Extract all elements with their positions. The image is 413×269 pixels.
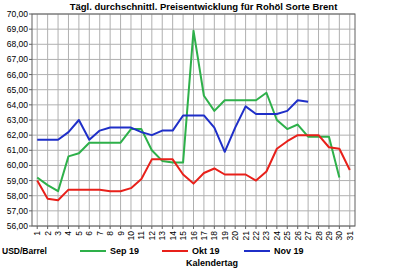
tick-label: 14: [168, 231, 178, 241]
tick-label: 22: [251, 231, 261, 241]
tick-label: 15: [178, 231, 188, 241]
legend-swatch: [162, 250, 188, 252]
grid-line: [297, 14, 298, 226]
tick-label: 19: [220, 231, 230, 241]
tick-label: 5: [74, 231, 84, 236]
tick-label: 20: [230, 231, 240, 241]
legend-label: Sep 19: [110, 246, 139, 256]
legend-label: Nov 19: [274, 246, 304, 256]
tick-label: 28: [314, 231, 324, 241]
tick-label: 29: [324, 231, 334, 241]
legend-label: Okt 19: [192, 246, 220, 256]
grid-line: [256, 14, 257, 226]
tick-label: 65,00: [7, 85, 29, 95]
series-line: [37, 31, 339, 192]
tick-label: 12: [147, 231, 157, 241]
grid-line: [339, 14, 340, 226]
grid-line: [120, 14, 121, 226]
tick-label: 10: [126, 231, 136, 241]
legend-swatch: [244, 250, 270, 252]
grid-line: [141, 14, 142, 226]
grid-line: [235, 14, 236, 226]
grid-line: [162, 14, 163, 226]
tick-label: 25: [282, 231, 292, 241]
grid-line: [245, 14, 246, 226]
tick-label: 59,00: [7, 176, 29, 186]
grid-line: [99, 14, 100, 226]
tick-label: 21: [241, 231, 251, 241]
tick-label: 16: [189, 231, 199, 241]
grid-line: [203, 14, 204, 226]
tick-label: 4: [63, 231, 73, 236]
tick-label: 3: [53, 231, 63, 236]
tick-label: 27: [303, 231, 313, 241]
legend: Sep 19 Okt 19 Nov 19: [80, 246, 304, 256]
tick-label: 24: [272, 231, 282, 241]
grid-line: [308, 14, 309, 226]
grid-line: [151, 14, 152, 226]
grid-line: [172, 14, 173, 226]
series-group: [37, 31, 350, 201]
y-axis-label: USD/Barrel: [2, 246, 47, 256]
tick-label: 31: [345, 231, 355, 241]
tick-label: 61,00: [7, 145, 29, 155]
tick-label: 9: [116, 231, 126, 236]
tick-label: 11: [136, 231, 146, 240]
tick-label: 6: [84, 231, 94, 236]
grid-line: [349, 14, 350, 226]
tick-label: 7: [95, 231, 105, 236]
grid-line: [318, 14, 319, 226]
tick-label: 68,00: [7, 39, 29, 49]
grid-line: [328, 14, 329, 226]
grid-line: [110, 14, 111, 226]
series-line: [37, 135, 350, 200]
tick-label: 17: [199, 231, 209, 241]
tick-label: 13: [157, 231, 167, 241]
tick-label: 23: [261, 231, 271, 241]
legend-swatch: [80, 250, 106, 252]
grid-line: [130, 14, 131, 226]
tick-label: 70,00: [7, 9, 29, 19]
series-line: [37, 100, 308, 151]
chart: 56,00 57,00 58,00 59,00 60,00 61,00 62,00 63,00…: [0, 0, 413, 269]
tick-label: 63,00: [7, 115, 29, 125]
tick-label: 66,00: [7, 70, 29, 80]
plot-frame: [32, 14, 355, 226]
tick-label: 1: [32, 231, 42, 236]
tick-label: 18: [209, 231, 219, 241]
tick-label: 60,00: [7, 160, 29, 170]
grid-line: [287, 14, 288, 226]
tick-label: 69,00: [7, 24, 29, 34]
grid-line: [37, 14, 38, 226]
tick-label: 67,00: [7, 54, 29, 64]
grid-line: [58, 14, 59, 226]
plot-area: [32, 14, 355, 226]
tick-label: 64,00: [7, 100, 29, 110]
grid-line: [266, 14, 267, 226]
grid-line: [47, 14, 48, 226]
grid-line: [224, 14, 225, 226]
grid-line: [89, 14, 90, 226]
title: Tägl. durchschnittl. Preisentwicklung fü…: [70, 1, 338, 12]
tick-label: 57,00: [7, 206, 29, 216]
grid-line: [214, 14, 215, 226]
grid-line: [68, 14, 69, 226]
grid-line: [183, 14, 184, 226]
tick-label: 30: [334, 231, 344, 241]
tick-label: 26: [293, 231, 303, 241]
tick-label: 58,00: [7, 191, 29, 201]
tick-label: 8: [105, 231, 115, 236]
tick-label: 56,00: [7, 221, 29, 231]
tick-label: 2: [43, 231, 53, 236]
x-axis-label: Kalendertag: [186, 258, 238, 268]
tick-label: 62,00: [7, 130, 29, 140]
